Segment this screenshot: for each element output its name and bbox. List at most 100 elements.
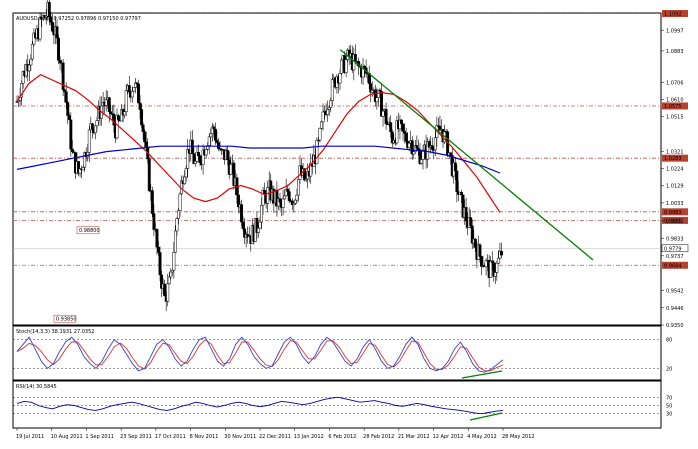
rsi-panel: 70 50 30 (13, 395, 672, 421)
candle-body (380, 91, 383, 117)
candle-body (78, 168, 82, 174)
candle-body (210, 126, 214, 134)
level-label-box (662, 261, 688, 269)
stoch-title: Stoch(14,3,3) 38.1931 27.0352 (16, 329, 94, 335)
candle-body (229, 163, 233, 175)
price-tick-label: 1.0997 (666, 29, 684, 35)
stochastic-panel: 80 20 (13, 336, 672, 379)
candle-body (167, 276, 171, 285)
candle-body (32, 32, 36, 45)
candle-body (326, 109, 330, 115)
candle-body (290, 200, 294, 205)
candle-body (493, 272, 497, 277)
stoch-divergence-line (461, 370, 503, 379)
candle-body (316, 139, 320, 142)
candle-body (420, 159, 423, 164)
candle-body (160, 274, 164, 289)
candle-body (107, 97, 111, 112)
candle-body (389, 122, 393, 133)
candle-body (147, 158, 151, 192)
candle-body (77, 161, 80, 174)
price-tick-label: 0.9737 (666, 254, 684, 260)
candle-body (83, 152, 87, 168)
level-label: 0.9983 (664, 210, 682, 216)
candle-body (141, 124, 145, 132)
time-tick-label: 13 Jan 2012 (294, 434, 324, 440)
stoch-panel-frame (12, 325, 662, 381)
indicator-level-label: 50 (666, 404, 672, 410)
candle-body (453, 162, 457, 172)
candle-body (201, 149, 205, 165)
candle-body (480, 256, 483, 267)
price-tick-label: 1.0883 (666, 49, 684, 55)
indicator-main-line (16, 336, 504, 373)
candle-body (66, 102, 70, 116)
candle-body (104, 99, 108, 106)
candle-body (390, 131, 394, 144)
candle-body (287, 191, 291, 201)
candle-body (232, 162, 236, 186)
candle-body (395, 120, 399, 144)
candle-body (283, 195, 287, 200)
candle-body (329, 100, 333, 108)
candle-body (266, 187, 270, 204)
candle-body (184, 168, 188, 178)
candle-body (183, 176, 187, 184)
candle-body (461, 194, 465, 218)
candle-body (281, 198, 285, 208)
candle-body (217, 142, 220, 149)
candle-body (50, 21, 54, 32)
price-annotation-label: 0.93850 (56, 317, 77, 323)
candle-body (293, 199, 297, 204)
candle-body (69, 119, 73, 150)
candle-body (378, 89, 382, 92)
candle-body (130, 90, 134, 98)
candle-body (489, 260, 493, 278)
candle-body (215, 140, 219, 143)
price-tick-label: 0.9932 (666, 219, 684, 225)
candle-body (433, 137, 437, 151)
candle-body (132, 87, 136, 92)
candle-body (278, 198, 282, 203)
candle-body (20, 83, 24, 98)
time-tick-label: 4 May 2012 (467, 434, 496, 440)
candle-body (407, 142, 411, 148)
candle-body (63, 89, 67, 92)
level-label: 1.1092 (664, 12, 682, 18)
candle-body (257, 227, 260, 233)
candle-body (206, 145, 210, 150)
price-tick-label: 1.0515 (666, 115, 684, 121)
time-axis: 19 Jul 2011 10 Aug 2011 1 Sep 2011 23 Sep 2… (16, 428, 535, 440)
candle-body (67, 115, 71, 121)
price-annotation-box (53, 314, 77, 323)
candle-body (327, 107, 331, 110)
candle-body (370, 89, 374, 93)
candle-body (241, 221, 245, 229)
candle-body (117, 115, 120, 121)
candle-body (292, 203, 296, 205)
candle-body (381, 110, 385, 117)
price-tick-label: 1.0129 (666, 184, 684, 190)
candle-body (384, 109, 388, 125)
candle-body (169, 271, 173, 278)
time-tick-label: 21 Mar 2012 (398, 434, 430, 440)
candle-body (44, 15, 48, 18)
rsi-title: RSI(14) 30.5845 (16, 384, 57, 390)
price-tick-label: 1.0610 (666, 98, 684, 104)
indicator-level-label: 80 (666, 338, 672, 344)
candle-body (460, 192, 463, 196)
candle-body (330, 79, 334, 101)
candle-body (152, 213, 156, 230)
candle-body (296, 179, 300, 196)
candle-body (150, 190, 154, 214)
candle-body (175, 218, 179, 232)
time-tick-label: 12 Apr 2012 (433, 434, 464, 440)
candle-body (237, 194, 240, 208)
candle-body (303, 168, 307, 181)
time-tick-label: 19 Jul 2011 (16, 434, 44, 440)
candle-body (135, 82, 139, 85)
candle-body (109, 111, 113, 114)
level-label-box (662, 10, 688, 18)
indicator-main-line (16, 396, 504, 415)
price-tick-label: 0.9833 (666, 237, 684, 243)
